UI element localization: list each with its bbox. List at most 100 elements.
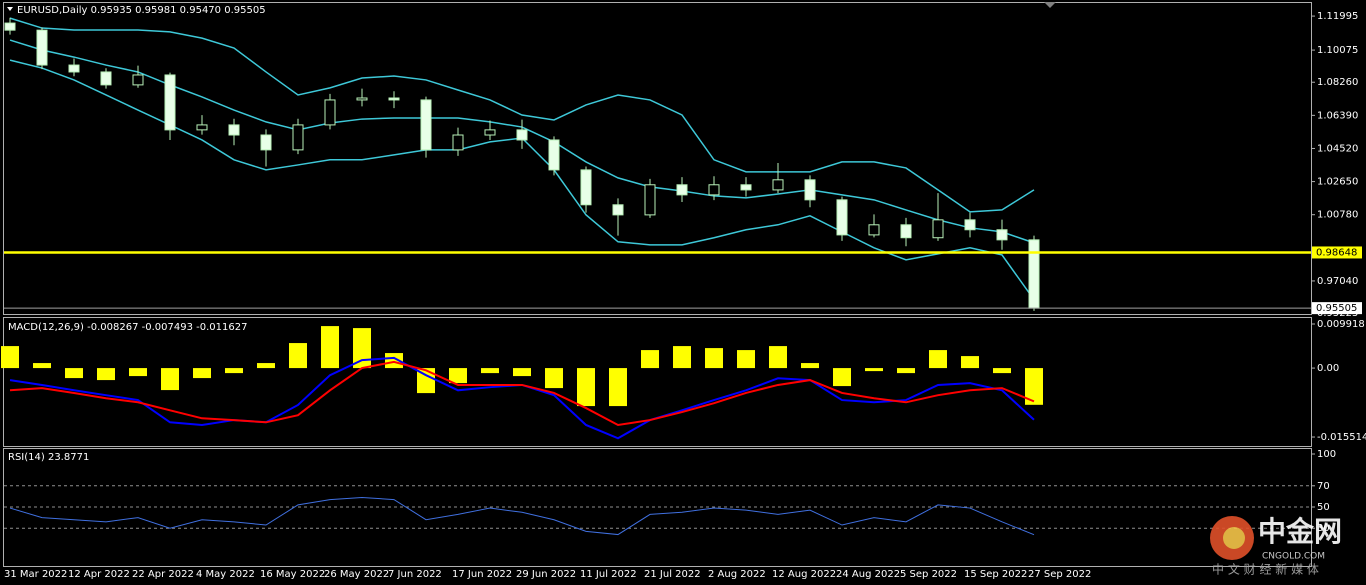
symbol-menu-icon[interactable] xyxy=(7,7,13,11)
macd-bar xyxy=(609,368,627,407)
x-tick-label: 21 Jul 2022 xyxy=(644,569,701,580)
y-tick-label: -0.015514 xyxy=(1317,432,1366,443)
macd-line xyxy=(9,360,1035,426)
brand: 中金网 xyxy=(1258,515,1342,548)
macd-bar xyxy=(449,368,467,384)
candle-body xyxy=(68,64,80,73)
candle-body xyxy=(900,224,912,239)
candle-body xyxy=(260,134,272,151)
x-tick-label: 12 Aug 2022 xyxy=(772,569,836,580)
x-tick-label: 24 Aug 2022 xyxy=(836,569,900,580)
x-tick-label: 12 Apr 2022 xyxy=(68,569,130,580)
macd-bar xyxy=(481,368,499,374)
macd-panel xyxy=(3,317,1312,447)
x-tick-label: 4 May 2022 xyxy=(196,569,255,580)
macd-bar xyxy=(1025,368,1043,405)
bid-label-box xyxy=(1312,302,1362,315)
candle-body xyxy=(228,124,240,136)
candle-body xyxy=(196,124,208,131)
macd-bar xyxy=(865,368,883,372)
macd-bar xyxy=(545,368,563,389)
x-tick-label: 22 Apr 2022 xyxy=(132,569,194,580)
x-tick-label: 2 Aug 2022 xyxy=(708,569,766,580)
y-tick-label: 100 xyxy=(1317,449,1336,460)
x-tick-label: 27 Sep 2022 xyxy=(1028,569,1091,580)
bid-label: 0.95505 xyxy=(1316,303,1357,314)
macd-bar xyxy=(769,346,787,369)
macd-bar xyxy=(65,368,83,379)
candle-body xyxy=(484,129,496,136)
tagline: 中 文 财 经 新 媒 体 xyxy=(1212,562,1319,577)
candle-body xyxy=(132,74,144,86)
candle-body xyxy=(388,97,400,101)
candle-body xyxy=(420,99,432,151)
macd-bar xyxy=(417,368,435,394)
level-label-box xyxy=(1312,246,1362,259)
price-title: EURUSD,Daily 0.95935 0.95981 0.95470 0.9… xyxy=(17,5,266,16)
macd-bar xyxy=(993,368,1011,374)
candle-body xyxy=(836,199,848,236)
x-tick-label: 11 Jul 2022 xyxy=(580,569,637,580)
y-tick-label: 1.00780 xyxy=(1317,210,1358,221)
y-tick-label: 50 xyxy=(1317,502,1330,513)
macd-bar xyxy=(801,363,819,369)
x-tick-label: 15 Sep 2022 xyxy=(964,569,1027,580)
y-tick-label: 70 xyxy=(1317,481,1330,492)
candle-body xyxy=(356,97,368,101)
macd-bar xyxy=(353,328,371,369)
logo-core xyxy=(1223,527,1245,549)
macd-bar xyxy=(257,363,275,369)
y-tick-label: 1.04520 xyxy=(1317,143,1358,154)
level-label: 0.98648 xyxy=(1316,247,1357,258)
macd-bar xyxy=(577,368,595,407)
y-tick-label: 1.06390 xyxy=(1317,110,1358,121)
macd-bar xyxy=(289,343,307,369)
macd-bar xyxy=(513,368,531,377)
macd-bar xyxy=(97,368,115,381)
candle-body xyxy=(1028,239,1040,309)
x-tick-label: 26 May 2022 xyxy=(324,569,389,580)
x-tick-label: 16 May 2022 xyxy=(260,569,325,580)
candle-body xyxy=(580,169,592,206)
macd-bar xyxy=(673,346,691,369)
macd-bar xyxy=(833,368,851,387)
candle-body xyxy=(996,229,1008,241)
macd-bar xyxy=(193,368,211,379)
candle-body xyxy=(324,99,336,126)
candle-body xyxy=(548,139,560,171)
price-panel xyxy=(3,2,1312,315)
y-tick-label: 1.08260 xyxy=(1317,77,1358,88)
macd-title: MACD(12,26,9) -0.008267 -0.007493 -0.011… xyxy=(8,322,247,333)
macd-bar xyxy=(1,346,19,369)
site: CNGOLD.COM xyxy=(1262,552,1325,562)
candle-body xyxy=(868,224,880,236)
x-tick-label: 17 Jun 2022 xyxy=(452,569,512,580)
x-tick-label: 5 Sep 2022 xyxy=(900,569,957,580)
x-tick-label: 7 Jun 2022 xyxy=(388,569,442,580)
candle-body xyxy=(804,179,816,201)
shift-marker xyxy=(1044,2,1056,8)
rsi-title: RSI(14) 23.8771 xyxy=(8,452,89,463)
candle-body xyxy=(676,184,688,196)
y-tick-label: 0.009918 xyxy=(1317,319,1365,330)
candle-body xyxy=(100,71,112,86)
macd-bar xyxy=(321,326,339,369)
macd-bar xyxy=(225,368,243,374)
macd-bar xyxy=(33,363,51,369)
candle-body xyxy=(292,124,304,151)
candle-body xyxy=(740,184,752,191)
macd-bar xyxy=(129,368,147,377)
macd-bar xyxy=(929,350,947,369)
macd-bar xyxy=(161,368,179,391)
y-tick-label: 1.10075 xyxy=(1317,45,1358,56)
watermark: 中金网 CNGOLD.COM 中 文 财 经 新 媒 体 xyxy=(1210,515,1342,577)
band-upper xyxy=(9,17,1035,213)
y-tick-label: 0.00 xyxy=(1317,363,1339,374)
rsi-line xyxy=(9,496,1035,536)
candle-body xyxy=(932,219,944,239)
candle-body xyxy=(964,219,976,231)
y-tick-label: 0.97040 xyxy=(1317,276,1358,287)
candle-body xyxy=(164,74,176,131)
